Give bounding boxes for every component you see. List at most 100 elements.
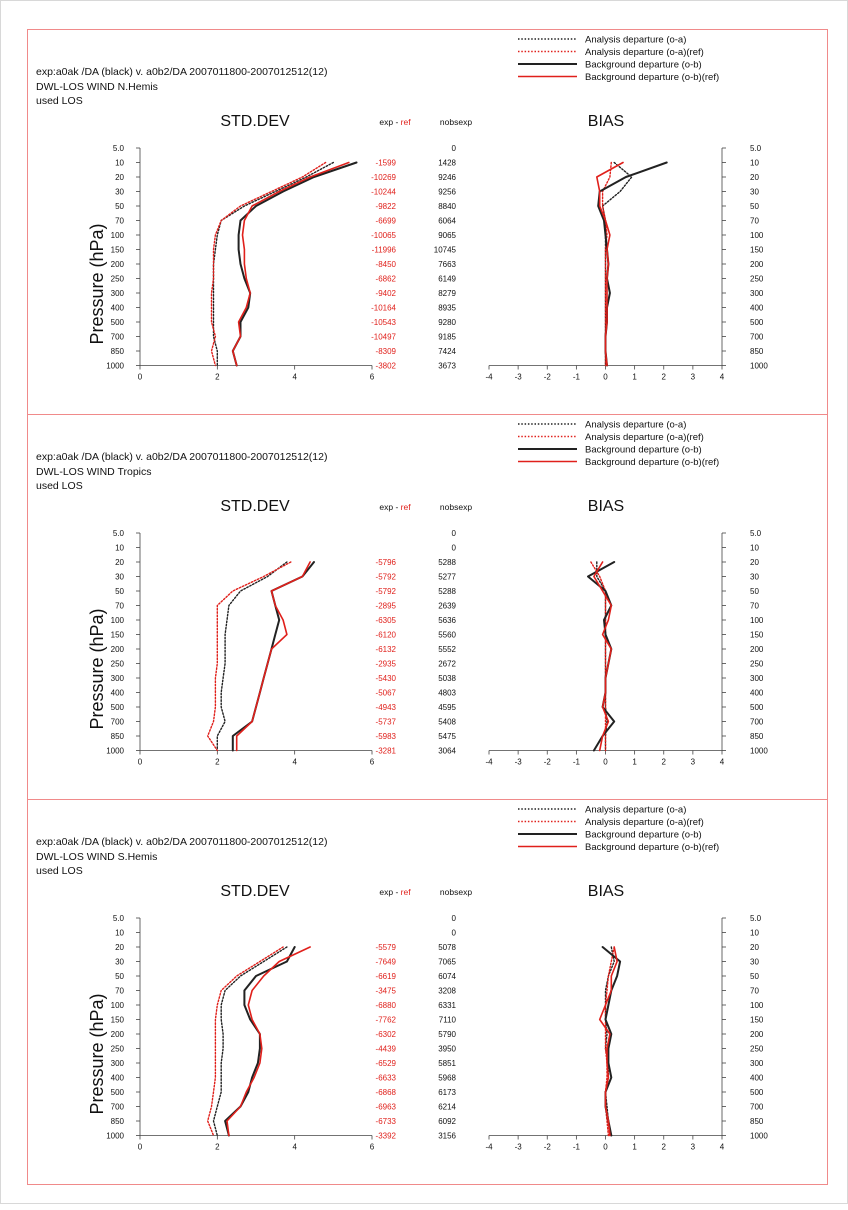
nobsexp-value: 6149 [438, 275, 456, 284]
nobsexp-value: 3064 [438, 747, 456, 756]
std-x-tick-label: 2 [215, 758, 220, 767]
std-y-tick-label: 200 [111, 1030, 125, 1039]
bias-series-4 [598, 946, 618, 1137]
bias-series-4 [593, 561, 613, 752]
std-y-tick-label: 30 [115, 958, 124, 967]
std-y-tick-label: 20 [115, 173, 124, 182]
exp-ref-diff: -5796 [376, 558, 397, 567]
bias-x-tick-label: 0 [603, 1143, 608, 1152]
legend-entry: Background departure (o-b) [585, 830, 702, 841]
nobsexp-header: nobsexp [440, 502, 472, 512]
nobsexp-value: 8840 [438, 202, 456, 211]
legend-entry: Background departure (o-b) [585, 445, 702, 456]
bias-series-1 [604, 946, 615, 1137]
std-y-tick-label: 400 [111, 1074, 125, 1083]
exp-ref-diff: -10244 [371, 188, 396, 197]
bias-y-tick-label: 70 [750, 217, 759, 226]
bias-x-tick-label: 2 [662, 1143, 667, 1152]
std-x-tick-label: 0 [138, 1143, 143, 1152]
panel-frame [27, 799, 828, 1185]
bias-y-tick-label: 20 [750, 558, 759, 567]
std-y-tick-label: 400 [111, 689, 125, 698]
bias-series-2 [601, 161, 612, 367]
nobsexp-header: nobsexp [440, 887, 472, 897]
nobsexp-value: 5277 [438, 573, 456, 582]
exp-ref-diff: -6733 [376, 1117, 397, 1126]
bias-y-tick-label: 1000 [750, 1132, 768, 1141]
bias-y-tick-label: 100 [750, 231, 764, 240]
bias-y-tick-label: 850 [750, 732, 764, 741]
nobsexp-value: 2672 [438, 660, 456, 669]
exp-ref-diff: -6880 [376, 1001, 397, 1010]
legend-entry: Analysis departure (o-a) [585, 805, 686, 816]
std-x-tick-label: 4 [292, 373, 297, 382]
bias-x-tick-label: 2 [662, 758, 667, 767]
bias-y-tick-label: 20 [750, 173, 759, 182]
ref-word: ref [401, 502, 412, 512]
exp-ref-diff: -6619 [376, 972, 397, 981]
std-dev-title: STD.DEV [220, 498, 290, 515]
panel-title: DWL-LOS WIND N.Hemis [36, 81, 158, 93]
exp-ref-header: exp - ref [379, 887, 411, 897]
exp-ref-diff: -4439 [376, 1045, 397, 1054]
exp-ref-diff: -10164 [371, 304, 396, 313]
exp-word: exp [379, 887, 393, 897]
bias-x-tick-label: 0 [603, 758, 608, 767]
panel-3: exp:a0ak /DA (black) v. a0b2/DA 20070118… [27, 799, 828, 1185]
bias-y-tick-label: 300 [750, 674, 764, 683]
std-y-tick-label: 1000 [106, 1132, 124, 1141]
bias-y-tick-label: 150 [750, 1016, 764, 1025]
nobsexp-value: 9185 [438, 333, 456, 342]
bias-y-tick-label: 400 [750, 689, 764, 698]
std-y-tick-label: 300 [111, 1059, 125, 1068]
bias-y-tick-label: 30 [750, 958, 759, 967]
exp-ref-diff: -9402 [376, 289, 397, 298]
bias-x-tick-label: 4 [720, 758, 725, 767]
panel-2: exp:a0ak /DA (black) v. a0b2/DA 20070118… [27, 414, 828, 800]
bias-x-tick-label: -2 [544, 373, 552, 382]
bias-x-tick-label: 1 [632, 1143, 637, 1152]
std-x-tick-label: 4 [292, 758, 297, 767]
std-y-tick-label: 5.0 [113, 144, 125, 153]
used-los-label: used LOS [36, 95, 83, 107]
bias-x-tick-label: 0 [603, 373, 608, 382]
std-dev-series-2 [210, 161, 327, 367]
std-x-tick-label: 4 [292, 1143, 297, 1152]
bias-y-tick-label: 150 [750, 246, 764, 255]
exp-word: exp [379, 117, 393, 127]
nobsexp-value: 1428 [438, 159, 456, 168]
nobsexp-value: 5636 [438, 616, 456, 625]
panel-header: exp:a0ak /DA (black) v. a0b2/DA 20070118… [36, 66, 327, 78]
legend-entry: Background departure (o-b)(ref) [585, 72, 719, 83]
legend-entry: Analysis departure (o-a) [585, 420, 686, 431]
bias-series-4 [595, 161, 624, 367]
bias-y-tick-label: 5.0 [750, 914, 762, 923]
bias-y-tick-label: 200 [750, 645, 764, 654]
std-y-tick-label: 10 [115, 544, 124, 553]
exp-ref-diff: -6529 [376, 1059, 397, 1068]
nobsexp-value: 4595 [438, 703, 456, 712]
std-dev-series-1 [212, 946, 288, 1137]
exp-ref-diff: -3802 [376, 362, 397, 371]
bias-y-tick-label: 200 [750, 1030, 764, 1039]
exp-ref-diff: -7762 [376, 1016, 397, 1025]
bias-y-tick-label: 50 [750, 587, 759, 596]
bias-y-tick-label: 30 [750, 573, 759, 582]
std-y-tick-label: 150 [111, 1016, 125, 1025]
dash-word: - [393, 502, 401, 512]
bias-x-tick-label: 3 [691, 1143, 696, 1152]
bias-y-tick-label: 50 [750, 202, 759, 211]
panel-header: exp:a0ak /DA (black) v. a0b2/DA 20070118… [36, 836, 327, 848]
bias-x-tick-label: -3 [515, 1143, 523, 1152]
bias-y-tick-label: 10 [750, 929, 759, 938]
std-y-tick-label: 1000 [106, 747, 124, 756]
exp-ref-diff: -5737 [376, 718, 397, 727]
exp-ref-diff: -11996 [372, 246, 397, 255]
exp-ref-diff: -3475 [376, 987, 397, 996]
exp-ref-diff: -7649 [376, 958, 397, 967]
bias-y-tick-label: 850 [750, 1117, 764, 1126]
std-y-tick-label: 500 [111, 703, 125, 712]
ref-word: ref [401, 117, 412, 127]
std-dev-series-3 [224, 946, 296, 1137]
std-y-tick-label: 150 [111, 631, 125, 640]
